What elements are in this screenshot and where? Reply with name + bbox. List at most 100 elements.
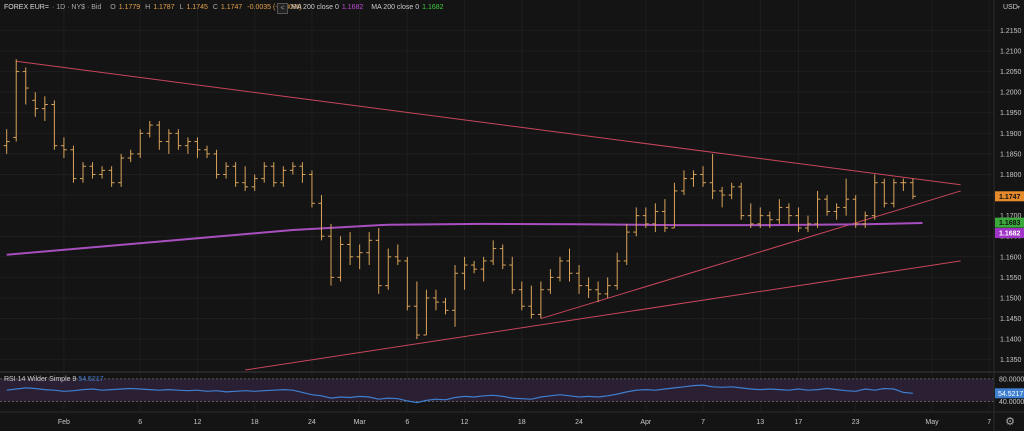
- rsi-value: 54.5217: [78, 376, 104, 383]
- ohlc-bar: [804, 215, 811, 233]
- ohlc-bar: [680, 170, 687, 196]
- price-tick-label: 1.1500: [1000, 295, 1022, 302]
- ohlc-bar: [156, 120, 163, 150]
- ohlc-bar: [223, 162, 230, 179]
- date-tick-label: 12: [194, 419, 202, 426]
- ohlc-bar: [566, 248, 573, 282]
- ohlc-bar: [146, 120, 153, 138]
- ma1-label[interactable]: MA 200 close 0: [291, 4, 339, 11]
- rsi-label[interactable]: RSI 14 Wilder Simple 9: [4, 376, 77, 383]
- price-tick-label: 1.1450: [1000, 316, 1022, 323]
- currency-selector[interactable]: USD: [1003, 4, 1018, 11]
- ma-purple-label-box: [995, 228, 1024, 239]
- symbol-label[interactable]: FOREX EUR=: [4, 4, 49, 11]
- high-label: H: [145, 4, 151, 11]
- chevron-left-icon: <: [280, 5, 285, 12]
- ohlc-bar: [719, 186, 726, 208]
- date-tick-label: 7: [987, 419, 991, 426]
- ma1-value: 1.1682: [341, 4, 364, 11]
- ohlc-bar: [900, 178, 907, 191]
- time-axis[interactable]: Feb6121824Mar6121824Apr7131723May713: [58, 419, 1024, 426]
- date-tick-label: May: [925, 419, 939, 426]
- date-tick-label: Feb: [58, 419, 70, 426]
- ohlc-bar: [642, 207, 649, 228]
- date-tick-label: 7: [701, 419, 705, 426]
- price-axis[interactable]: 1.2150 1.2100 1.2050 1.2000 1.1950 1.1900 1.18…: [995, 28, 1024, 406]
- ohlc-bar: [852, 195, 859, 228]
- ohlc-bar: [175, 129, 182, 150]
- rsi-line: [6, 384, 913, 404]
- ohlc-bar: [785, 203, 792, 224]
- trendline[interactable]: [245, 260, 961, 371]
- trendlines[interactable]: [16, 60, 961, 371]
- ohlc-bar: [60, 137, 67, 159]
- ohlc-bar: [452, 265, 459, 327]
- chevron-down-icon[interactable]: ▾: [1017, 5, 1021, 11]
- ohlc-bar: [213, 149, 220, 179]
- ohlc-bar: [480, 256, 487, 282]
- ohlc-bar: [280, 166, 287, 187]
- close-label: C: [212, 4, 218, 11]
- ohlc-bar: [127, 149, 134, 163]
- ohlc-bar: [862, 211, 869, 228]
- price-tick-label: 1.1550: [1000, 275, 1022, 282]
- price-tick-label: 1.1350: [1000, 357, 1022, 364]
- date-tick-label: 18: [251, 419, 259, 426]
- ma-green-label-box: [995, 217, 1024, 228]
- ma-purple-label: 1.1682: [999, 231, 1021, 238]
- ohlc-bar: [547, 269, 554, 294]
- trendline[interactable]: [540, 190, 961, 320]
- ohlc-bar: [442, 297, 449, 315]
- ohlc-bar: [709, 153, 716, 200]
- gear-icon[interactable]: ⚙: [1005, 416, 1015, 428]
- last-price-label-box: [995, 191, 1024, 202]
- ohlc-bar: [766, 211, 773, 228]
- change-value: -0.0035 (−0.30%): [247, 4, 302, 11]
- ohlc-bar: [270, 162, 277, 187]
- date-tick-label: 24: [308, 419, 316, 426]
- price-tick-label: 1.1800: [1000, 172, 1022, 179]
- ohlc-bar: [289, 162, 296, 175]
- rsi-band: [0, 378, 994, 402]
- ohlc-bar: [690, 170, 697, 187]
- ohlc-bar: [242, 166, 249, 191]
- ohlc-bar: [79, 162, 86, 183]
- high-value: 1.1787: [153, 4, 175, 11]
- ohlc-bar: [423, 289, 430, 336]
- date-tick-label: Apr: [640, 419, 652, 426]
- price-tick-label: 1.1700: [1000, 213, 1022, 220]
- price-tick-label: 1.2150: [1000, 28, 1022, 35]
- ohlc-bar: [614, 252, 621, 290]
- ohlc-bar: [595, 281, 602, 303]
- price-legend: FOREX EUR= · 1D · NY$ · Bid O 1.1779 H 1.17…: [4, 4, 305, 11]
- ma2-label[interactable]: MA 200 close 0: [371, 4, 420, 11]
- ohlc-bar: [604, 277, 611, 298]
- trendline[interactable]: [16, 60, 961, 186]
- ohlc-bar: [556, 256, 563, 282]
- last-price-label: 1.1747: [999, 194, 1021, 201]
- ohlc-bar: [184, 137, 191, 154]
- ohlc-bar: [385, 248, 392, 290]
- ma-legend: MA 200 close 0 1.1682 MA 200 close 0 1.168…: [291, 4, 447, 11]
- close-value: 1.1747: [220, 4, 243, 11]
- ohlc-bar: [22, 67, 29, 105]
- ohlc-bar: [413, 281, 420, 340]
- ohlc-bar: [51, 100, 58, 150]
- ohlc-bar: [194, 137, 201, 159]
- ohlc-bar: [299, 162, 306, 183]
- ohlc-bar: [890, 178, 897, 208]
- ohlc-bar: [881, 178, 888, 208]
- price-tick-label: 1.1950: [1000, 110, 1022, 117]
- ohlc-bar: [328, 223, 335, 286]
- collapse-legend-button[interactable]: <: [277, 3, 288, 14]
- ohlc-bar: [537, 281, 544, 319]
- ohlc-bar: [909, 178, 916, 200]
- ohlc-bar: [70, 145, 77, 183]
- ohlc-bar: [89, 162, 96, 179]
- ohlc-bar: [824, 195, 831, 216]
- ohlc-bar: [585, 277, 592, 298]
- ma-green-label: 1.1683: [999, 220, 1021, 227]
- date-tick-label: 6: [138, 419, 142, 426]
- rsi-panel: [0, 378, 994, 404]
